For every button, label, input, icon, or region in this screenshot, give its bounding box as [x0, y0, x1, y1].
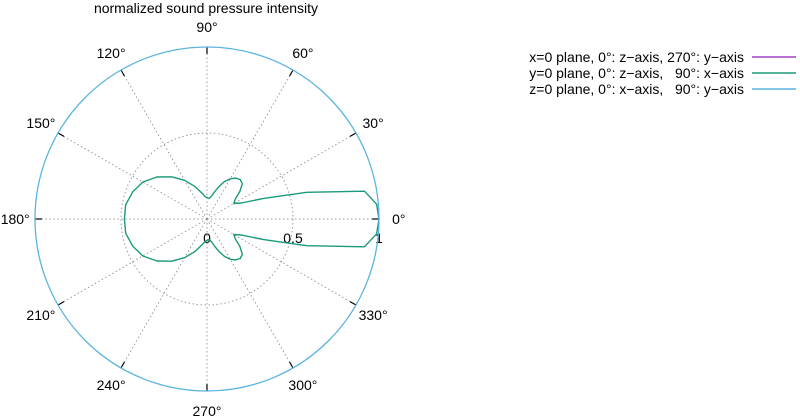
angle-tick-label: 240°: [97, 377, 126, 393]
angle-tick-label: 60°: [292, 45, 313, 61]
angle-tick-label: 30°: [363, 115, 384, 131]
angle-tick-label: 330°: [359, 307, 388, 323]
radial-tick-label: 0: [203, 230, 211, 246]
radial-tick-label: 0.5: [283, 230, 303, 246]
grid-circle: [120, 132, 294, 306]
chart-title: normalized sound pressure intensity: [94, 0, 318, 16]
series-curve: [123, 176, 380, 262]
series-curves: [34, 46, 380, 392]
angle-tick-mark: [289, 361, 294, 369]
angle-tick-label: 90°: [196, 19, 217, 35]
angle-tick-label: 180°: [1, 211, 30, 227]
angle-tick-mark: [57, 132, 65, 137]
polar-grid: [35, 47, 379, 391]
angle-tick-label: 300°: [288, 377, 317, 393]
angle-tick-label: 150°: [26, 115, 55, 131]
angle-tick-mark: [57, 301, 65, 306]
grid-spoke: [57, 132, 208, 220]
series-curve: [34, 46, 380, 392]
angle-tick-mark: [289, 69, 294, 77]
grid-spoke: [206, 69, 294, 220]
angle-tick-label: 270°: [193, 403, 222, 418]
angle-tick-mark: [120, 69, 125, 77]
grid-spoke: [206, 132, 357, 220]
grid-spoke: [206, 218, 357, 306]
grid-spoke: [206, 218, 294, 369]
tick-labels: 0° 30° 60° 90° 120° 150° 180° 210° 240° 270° 300° 3…: [1, 19, 406, 418]
angle-tick-mark: [349, 301, 357, 306]
grid-spoke: [120, 218, 208, 369]
legend-entry-label: x=0 plane, 0°: z−axis, 270°: y−axis: [529, 49, 744, 65]
angle-tick-label: 0°: [392, 211, 405, 227]
legend-entry-label: y=0 plane, 0°: z−axis, 90°: x−axis: [529, 65, 744, 81]
grid-spoke: [57, 218, 208, 306]
legend-entry-label: z=0 plane, 0°: x−axis, 90°: y−axis: [529, 81, 744, 97]
angle-tick-mark: [349, 132, 357, 137]
angle-tick-mark: [120, 361, 125, 369]
grid-spoke: [120, 69, 208, 220]
radial-tick-label: 1: [375, 230, 383, 246]
angle-tick-label: 210°: [26, 307, 55, 323]
angle-tick-label: 120°: [97, 45, 126, 61]
